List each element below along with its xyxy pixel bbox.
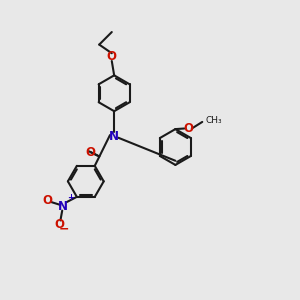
Text: O: O [43,194,53,207]
Text: O: O [107,50,117,63]
Text: O: O [55,218,65,230]
Text: O: O [86,146,96,159]
Text: N: N [109,130,119,143]
Text: CH₃: CH₃ [206,116,223,124]
Text: +: + [68,193,75,202]
Text: O: O [183,122,193,135]
Text: N: N [58,200,68,213]
Text: −: − [59,223,70,236]
